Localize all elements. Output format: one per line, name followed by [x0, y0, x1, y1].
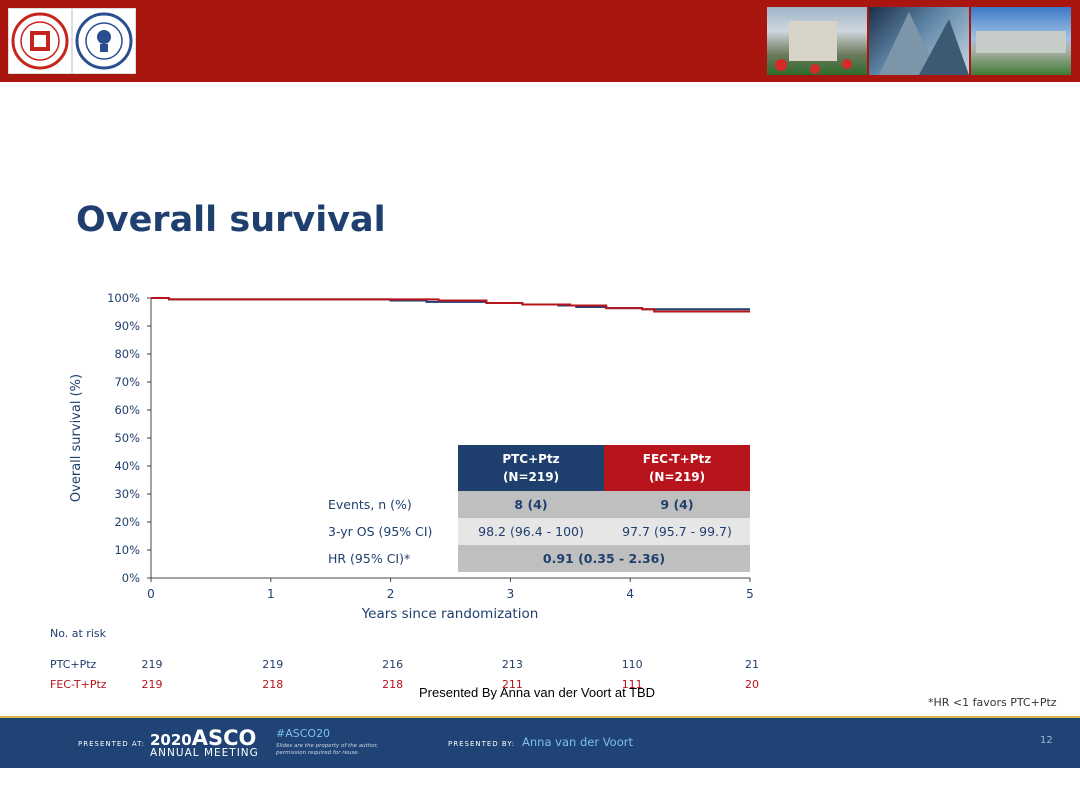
risk-row-value: 111 [621, 678, 643, 691]
risk-row-value: 110 [621, 658, 643, 671]
risk-row-label: FEC-T+Ptz [50, 678, 107, 691]
table-header-ptc-line1: PTC+Ptz [502, 452, 559, 466]
footer-accent-line [0, 716, 1080, 718]
x-axis-label: Years since randomization [361, 606, 539, 622]
risk-row-value: 218 [382, 678, 404, 691]
table-os-ptc: 98.2 (96.4 - 100) [478, 524, 584, 539]
table-header-ptc [458, 445, 604, 491]
table-row-hr-bg [458, 545, 750, 572]
table-events-fec: 9 (4) [660, 497, 693, 512]
fudan-university-logo [8, 8, 72, 74]
presented-by-label: PRESENTED BY: [448, 740, 516, 748]
y-tick-label: 10% [114, 543, 140, 557]
x-tick-label: 0 [147, 587, 155, 601]
x-tick-label: 1 [267, 587, 275, 601]
presenter-name: Anna van der Voort [522, 735, 633, 749]
campus-photo-2 [869, 7, 969, 75]
x-tick-label: 2 [387, 587, 395, 601]
y-tick-label: 70% [114, 375, 140, 389]
campus-photo-1 [767, 7, 867, 75]
x-tick-label: 5 [746, 587, 754, 601]
table-events-ptc: 8 (4) [514, 497, 547, 512]
footer-bar [0, 716, 1080, 768]
y-tick-label: 30% [114, 487, 140, 501]
y-tick-label: 40% [114, 459, 140, 473]
risk-row-value: 211 [501, 678, 523, 691]
table-hr-value: 0.91 (0.35 - 2.36) [543, 551, 665, 566]
asco-logo: 2020ASCO [150, 726, 256, 750]
hashtag: #ASCO20 [276, 727, 331, 740]
y-tick-label: 80% [114, 347, 140, 361]
asco-brand: ASCO [191, 726, 257, 750]
risk-row-value: 213 [501, 658, 523, 671]
table-header-fec-line2: (N=219) [649, 470, 705, 484]
risk-row-value: 218 [262, 678, 284, 691]
y-tick-label: 50% [114, 431, 140, 445]
risk-row-value: 21 [745, 658, 759, 671]
survival-curve-fec-t-ptz [151, 297, 750, 313]
property-note: Slides are the property of the author, p… [276, 743, 379, 756]
asco-year: 2020 [150, 731, 192, 749]
y-tick-label: 60% [114, 403, 140, 417]
risk-row-value: 219 [262, 658, 284, 671]
cancer-center-logo [72, 8, 136, 74]
table-row-os-bg [458, 518, 750, 545]
risk-row-value: 216 [382, 658, 404, 671]
campus-photo-3 [971, 7, 1071, 75]
risk-row-value: 20 [745, 678, 759, 691]
y-tick-label: 100% [107, 291, 140, 305]
x-tick-label: 4 [626, 587, 634, 601]
risk-row-value: 219 [141, 678, 163, 691]
table-row-hr-label: HR (95% CI)* [328, 551, 410, 566]
table-header-fec [604, 445, 750, 491]
risk-row-label: PTC+Ptz [50, 658, 97, 671]
table-header-ptc-line2: (N=219) [503, 470, 559, 484]
table-row-os-label: 3-yr OS (95% CI) [328, 524, 432, 539]
hr-footnote: *HR <1 favors PTC+Ptz [928, 696, 1057, 709]
y-tick-label: 90% [114, 319, 140, 333]
slide-title: Overall survival [76, 200, 386, 240]
annual-meeting-label: ANNUAL MEETING [150, 747, 259, 759]
presented-by-overlay: Presented By Anna van der Voort at TBD [419, 685, 656, 700]
survival-chart: 0% 10% 20% 30% 40% 50% 60% 70% 80% 90% 100% 0 1 2 3 4 5… [69, 291, 754, 622]
table-os-fec: 97.7 (95.7 - 99.7) [622, 524, 732, 539]
y-tick-label: 0% [122, 571, 140, 585]
table-header-fec-line1: FEC-T+Ptz [643, 452, 711, 466]
table-row-events-label: Events, n (%) [328, 497, 412, 512]
y-tick-label: 20% [114, 515, 140, 529]
page-number: 12 [1040, 735, 1053, 746]
table-row-events-bg [458, 491, 750, 518]
risk-row-value: 219 [141, 658, 163, 671]
x-tick-label: 3 [507, 587, 515, 601]
y-axis-label: Overall survival (%) [69, 374, 84, 502]
presented-at-label: PRESENTED AT: [78, 740, 146, 748]
risk-table-title: No. at risk [50, 627, 106, 640]
